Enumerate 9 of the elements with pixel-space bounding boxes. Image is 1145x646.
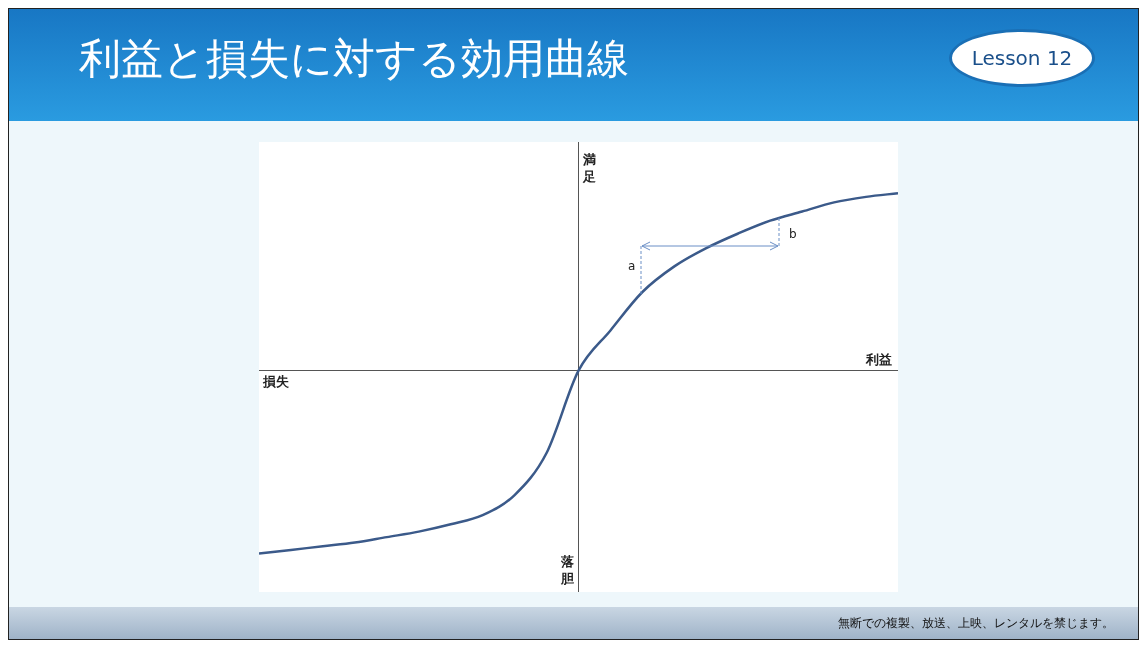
- text: 無断での複製、放送、上映、レンタルを禁じます。: [838, 615, 1114, 632]
- x-axis-title: 利益: [865, 351, 892, 367]
- annotation: 損失: [262, 373, 290, 389]
- text: 落胆: [559, 553, 575, 586]
- chart-title: 利益と損失に対する効用曲線: [79, 33, 629, 85]
- y-axis-title: 満足: [581, 151, 596, 184]
- annotation: b: [789, 227, 797, 242]
- text: Lesson 12: [949, 29, 1095, 87]
- annotation: a: [628, 259, 636, 274]
